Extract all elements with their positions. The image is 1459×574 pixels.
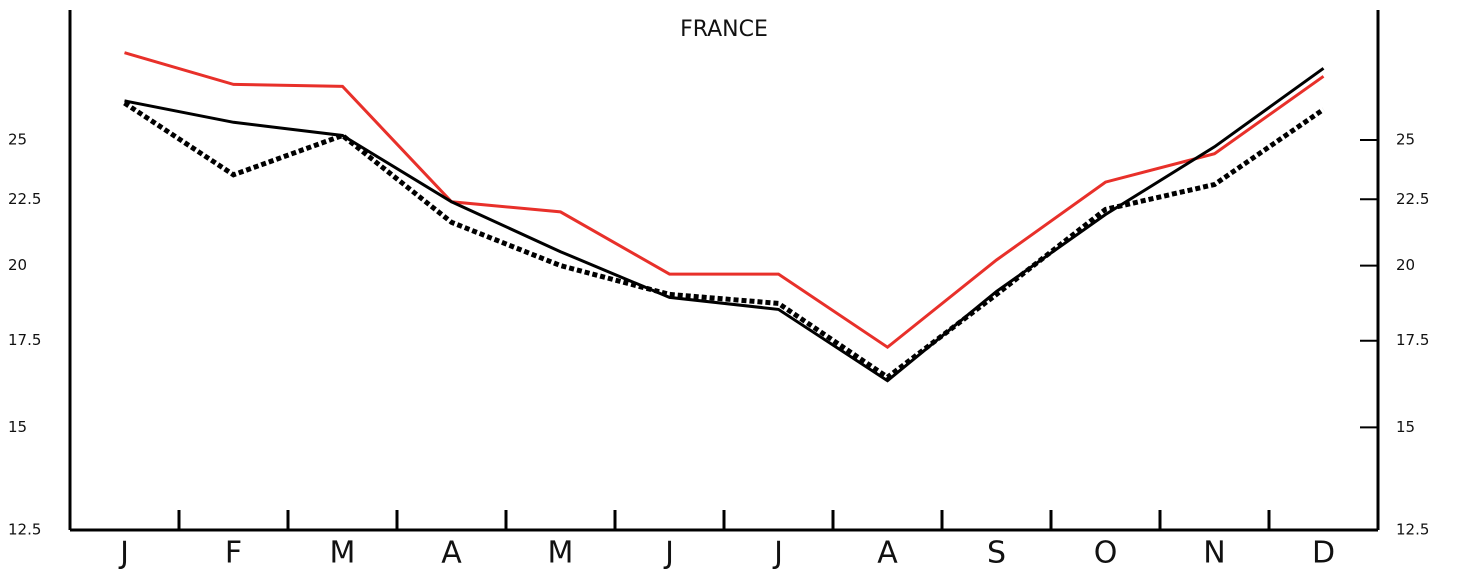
y-tick-label: 25 xyxy=(8,131,27,149)
y-tick-label: 17.5 xyxy=(8,331,41,349)
x-tick-label: S xyxy=(987,536,1006,571)
y2-tick-label: 15 xyxy=(1396,418,1415,436)
x-tick-label: M xyxy=(548,536,574,571)
y-tick-label: 22.5 xyxy=(8,190,41,208)
x-tick-label: A xyxy=(877,536,898,571)
y2-tick-label: 25 xyxy=(1396,131,1415,149)
y2-tick-label: 20 xyxy=(1396,256,1415,274)
x-tick-label: F xyxy=(225,536,242,571)
y2-tick-label: 12.5 xyxy=(1396,521,1429,539)
series-line xyxy=(124,51,1325,350)
series-line xyxy=(124,67,1325,383)
x-tick-label: J xyxy=(118,536,129,571)
x-tick-label: D xyxy=(1312,536,1335,571)
y2-tick-label: 17.5 xyxy=(1396,331,1429,349)
series-line xyxy=(123,100,1325,381)
y-tick-label: 12.5 xyxy=(8,521,41,539)
y-tick-label: 20 xyxy=(8,256,27,274)
x-tick-label: M xyxy=(330,536,356,571)
x-tick-label: J xyxy=(663,536,674,571)
y-tick-label: 15 xyxy=(8,418,27,436)
chart-title: FRANCE xyxy=(680,17,768,42)
x-tick-label: A xyxy=(441,536,462,571)
x-tick-label: J xyxy=(772,536,783,571)
y2-tick-label: 22.5 xyxy=(1396,190,1429,208)
x-tick-label: N xyxy=(1203,536,1225,571)
x-tick-label: O xyxy=(1094,536,1118,571)
